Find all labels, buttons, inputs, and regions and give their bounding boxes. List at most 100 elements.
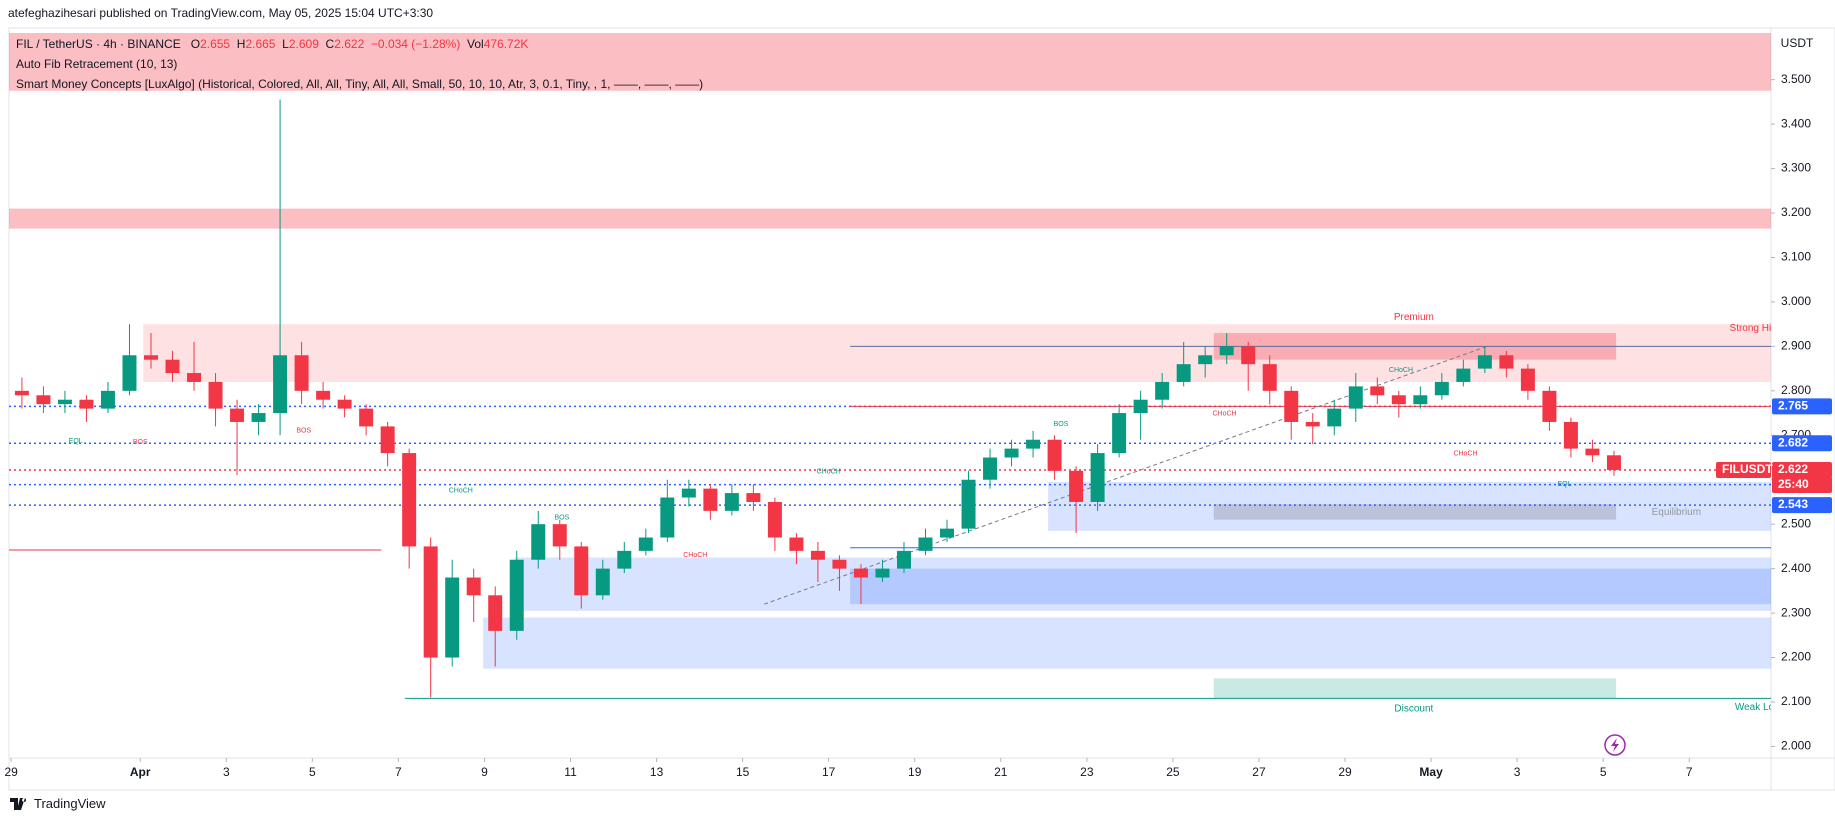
candle-body xyxy=(896,550,911,569)
y-tick-label: 2.200 xyxy=(1781,650,1811,664)
candle-body xyxy=(100,390,115,409)
candle-body xyxy=(531,524,546,560)
candle-body xyxy=(380,426,395,454)
candle-body xyxy=(187,373,202,382)
y-tick-label: 3.300 xyxy=(1781,161,1811,175)
legend-row: FIL / TetherUS · 4h · BINANCE O2.655 H2.… xyxy=(16,34,703,54)
candle-body xyxy=(1026,439,1041,449)
price-tag-box xyxy=(1772,398,1832,415)
candle-body xyxy=(1370,386,1385,396)
high: 2.665 xyxy=(245,37,276,51)
x-tick-label: 13 xyxy=(650,765,664,779)
candle-body xyxy=(552,524,567,547)
candle-body xyxy=(789,537,804,551)
candle-body xyxy=(1585,448,1600,456)
h-label: H xyxy=(236,37,246,51)
candle-body xyxy=(961,479,976,529)
zone xyxy=(1213,504,1617,520)
candle-body xyxy=(316,390,331,400)
open: 2.655 xyxy=(200,37,231,51)
x-tick-label: 5 xyxy=(1600,765,1607,779)
legend: FIL / TetherUS · 4h · BINANCE O2.655 H2.… xyxy=(16,34,703,94)
candle-body xyxy=(1606,455,1621,470)
published-note: atefeghazihesari published on TradingVie… xyxy=(8,6,434,20)
countdown: 25:40 xyxy=(1778,477,1809,491)
candle-body xyxy=(1348,386,1363,409)
x-tick-label: 3 xyxy=(223,765,230,779)
y-tick-label: 2.800 xyxy=(1781,383,1811,397)
y-tick-label: 2.400 xyxy=(1781,561,1811,575)
candle-body xyxy=(1176,364,1191,382)
zone xyxy=(9,208,1771,229)
x-tick-label: Apr xyxy=(130,765,151,779)
x-tick-label: 7 xyxy=(1686,765,1693,779)
x-tick-label: 15 xyxy=(736,765,750,779)
annotation: Weak Low xyxy=(1735,702,1782,713)
logo-text: TradingView xyxy=(34,796,106,811)
indicator[interactable]: Smart Money Concepts [LuxAlgo] (Historic… xyxy=(16,77,704,91)
candle-body xyxy=(1004,448,1019,458)
zone xyxy=(1048,481,1771,531)
annotation: EQL xyxy=(1557,481,1571,488)
price-tag: 2.543 xyxy=(1778,497,1808,511)
x-tick-label: 29 xyxy=(4,765,18,779)
candle-body xyxy=(595,568,610,596)
annotation: BOS xyxy=(555,514,570,521)
logo-mark xyxy=(10,797,27,810)
x-tick-label: 11 xyxy=(564,765,577,779)
x-tick-label: 5 xyxy=(309,765,316,779)
candle-body xyxy=(638,537,653,551)
plot-area: Premium Strong High Equilibrium Discount Wea… xyxy=(9,33,1782,714)
candle-body xyxy=(423,546,438,658)
x-tick-label: 21 xyxy=(994,765,1008,779)
o-label: O xyxy=(190,37,201,51)
x-tick-label: 7 xyxy=(395,765,402,779)
candle-body xyxy=(466,577,481,596)
x-tick-label: 25 xyxy=(1166,765,1180,779)
price-tag-box xyxy=(1772,435,1832,452)
close: 2.622 xyxy=(334,37,365,51)
countdown-box xyxy=(1772,476,1832,493)
axes: 2.0002.1002.2002.3002.4002.5002.6002.700… xyxy=(4,72,1832,779)
candle-body xyxy=(1155,381,1170,400)
candle-body xyxy=(832,559,847,569)
zone xyxy=(9,33,1771,91)
x-tick-label: 27 xyxy=(1252,765,1266,779)
candle-body xyxy=(79,399,94,409)
indicator[interactable]: Auto Fib Retracement (10, 13) xyxy=(16,57,178,71)
fib-trend-line xyxy=(763,345,1488,605)
candle-body xyxy=(1391,395,1406,405)
annotation: CHoCH xyxy=(683,552,707,559)
candle-body xyxy=(509,559,524,631)
candle-body xyxy=(1133,399,1148,414)
candle-body xyxy=(208,381,223,409)
candle-body xyxy=(617,550,632,569)
candle-body xyxy=(359,408,374,427)
zone xyxy=(850,568,1771,605)
candle-body xyxy=(165,359,180,374)
candle-body xyxy=(660,497,675,538)
x-tick-label: May xyxy=(1419,765,1443,779)
candle-body xyxy=(1563,421,1578,449)
candle-body xyxy=(445,577,460,658)
y-tick-label: 2.000 xyxy=(1781,739,1811,753)
alert-bolt xyxy=(1611,738,1619,752)
y-tick-label: 3.400 xyxy=(1781,116,1811,130)
candle-body xyxy=(251,413,266,422)
y-tick-label: 2.900 xyxy=(1781,339,1811,353)
candle-body xyxy=(1198,355,1213,365)
candle-body xyxy=(681,488,696,498)
y-tick-label: 3.500 xyxy=(1781,72,1811,86)
price-tag: 2.682 xyxy=(1778,435,1808,449)
volume: 476.72K xyxy=(483,37,529,51)
candle-body xyxy=(574,546,589,596)
candle-body xyxy=(1542,390,1557,422)
last-price-box xyxy=(1772,461,1832,478)
x-tick-label: 29 xyxy=(1338,765,1352,779)
symbol: FIL / TetherUS · 4h · BINANCE xyxy=(16,37,181,51)
candle-body xyxy=(724,493,739,511)
candle-body xyxy=(294,355,309,391)
y-tick-label: 2.300 xyxy=(1781,605,1811,619)
candle-body xyxy=(1456,368,1471,382)
